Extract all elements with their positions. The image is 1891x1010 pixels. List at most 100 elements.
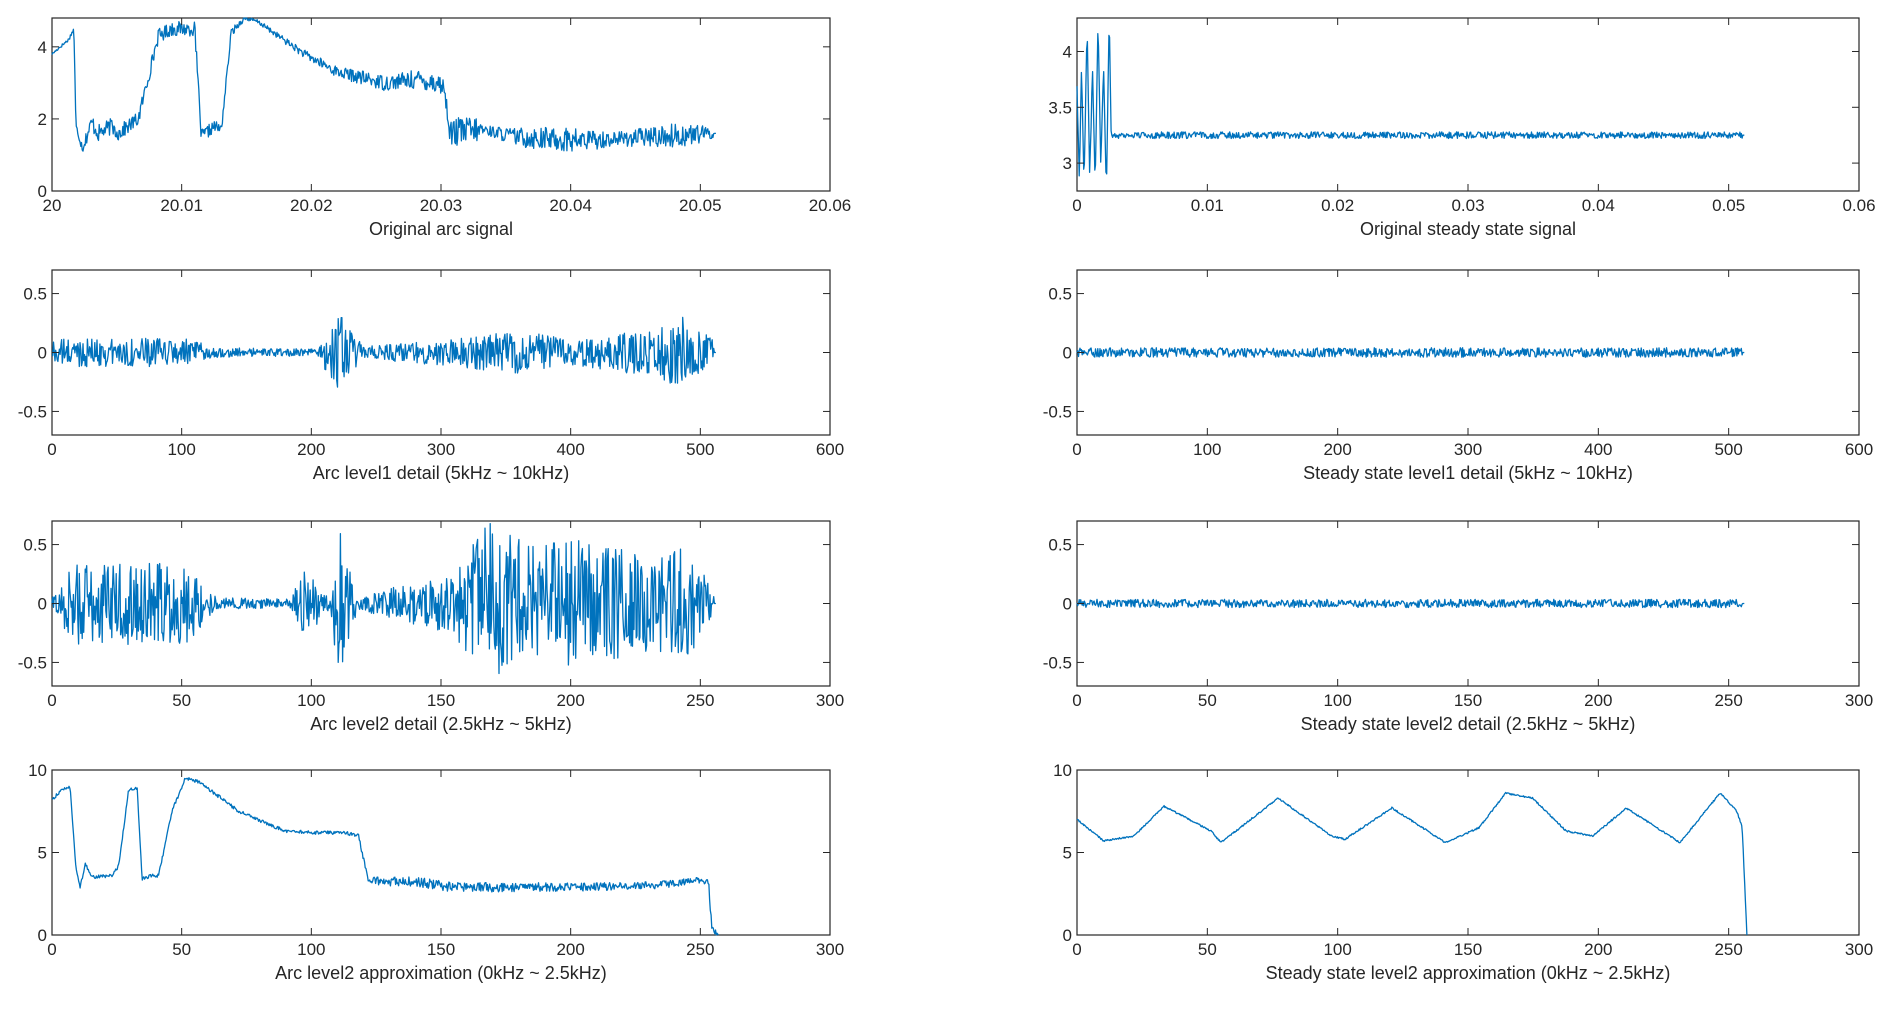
y-tick-label: 0.5 bbox=[23, 285, 47, 304]
x-tick-label: 250 bbox=[686, 940, 714, 959]
axes-frame bbox=[51, 17, 831, 192]
x-tick-label: 0 bbox=[1072, 691, 1081, 710]
x-axis-label: Arc level2 approximation (0kHz ~ 2.5kHz) bbox=[275, 963, 607, 983]
x-tick-label: 600 bbox=[816, 440, 844, 459]
x-tick-label: 100 bbox=[1323, 940, 1351, 959]
x-tick-label: 0.06 bbox=[1842, 196, 1875, 215]
chart-arc-level2: 0 50 100 150 200 250 300-0.500.5 Arc level2 de… bbox=[18, 520, 844, 734]
y-tick-label: 3 bbox=[1063, 154, 1072, 173]
x-tick-label: 600 bbox=[1845, 440, 1873, 459]
series-line bbox=[51, 522, 716, 675]
x-tick-label: 100 bbox=[1193, 440, 1221, 459]
x-axis-label: Arc level2 detail (2.5kHz ~ 5kHz) bbox=[310, 714, 572, 734]
x-tick-label: 0 bbox=[47, 691, 56, 710]
axes-frame bbox=[51, 769, 831, 936]
tick-group: 0 100 200 300 400 500 600-0.500.5 bbox=[18, 270, 844, 459]
tick-group: 20 20.01 20.02 20.03 20.04 20.05 20.06 0 2 4 bbox=[38, 18, 852, 215]
y-tick-label: 4 bbox=[38, 38, 47, 57]
y-tick-label: -0.5 bbox=[1043, 653, 1072, 672]
series-line bbox=[51, 316, 716, 388]
tick-group: 0 0.01 0.02 0.03 0.04 0.05 0.06 3 3.5 4 bbox=[1048, 18, 1876, 215]
x-axis-label: Arc level1 detail (5kHz ~ 10kHz) bbox=[313, 463, 570, 483]
axes-frame bbox=[1076, 769, 1860, 936]
x-axis-label: Original arc signal bbox=[369, 219, 513, 239]
y-tick-label: 0.5 bbox=[1048, 536, 1072, 555]
x-tick-label: 0 bbox=[47, 440, 56, 459]
x-tick-label: 100 bbox=[167, 440, 195, 459]
x-tick-label: 400 bbox=[556, 440, 584, 459]
x-tick-label: 500 bbox=[686, 440, 714, 459]
axes-frame bbox=[1076, 17, 1860, 192]
chart-arc-approx: 0 50 100 150 200 250 300 0 5 10 Arc level2 approx… bbox=[28, 761, 844, 983]
tick-group: 0 50 100 150 200 250 300 0 5 10 bbox=[28, 761, 844, 959]
chart-arc-level1: 0 100 200 300 400 500 600-0.500.5 Arc level1 d… bbox=[18, 269, 844, 483]
x-tick-label: 150 bbox=[427, 940, 455, 959]
y-tick-label: 0 bbox=[1063, 595, 1072, 614]
y-tick-label: 0 bbox=[38, 926, 47, 945]
x-tick-label: 250 bbox=[1714, 940, 1742, 959]
series-line bbox=[1076, 598, 1745, 609]
x-tick-label: 50 bbox=[1198, 940, 1217, 959]
x-tick-label: 300 bbox=[1845, 691, 1873, 710]
series-line bbox=[51, 777, 719, 936]
x-tick-label: 150 bbox=[1454, 691, 1482, 710]
x-tick-label: 200 bbox=[1323, 440, 1351, 459]
chart-steady-level2: 0 50 100 150 200 250 300-0.500.5 Steady state … bbox=[1043, 520, 1873, 734]
series-line bbox=[51, 17, 716, 152]
x-tick-label: 0.02 bbox=[1321, 196, 1354, 215]
x-tick-label: 200 bbox=[556, 691, 584, 710]
y-tick-label: 0 bbox=[38, 344, 47, 363]
x-tick-label: 250 bbox=[686, 691, 714, 710]
x-tick-label: 0.01 bbox=[1191, 196, 1224, 215]
x-tick-label: 20 bbox=[43, 196, 62, 215]
y-tick-label: 0.5 bbox=[23, 536, 47, 555]
x-tick-label: 300 bbox=[1454, 440, 1482, 459]
x-tick-label: 300 bbox=[1845, 940, 1873, 959]
series-line bbox=[1076, 347, 1745, 358]
y-tick-label: 0.5 bbox=[1048, 285, 1072, 304]
x-tick-label: 50 bbox=[172, 940, 191, 959]
y-tick-label: 0 bbox=[1063, 344, 1072, 363]
x-tick-label: 200 bbox=[556, 940, 584, 959]
y-tick-label: 5 bbox=[1063, 844, 1072, 863]
x-axis-label: Steady state level1 detail (5kHz ~ 10kHz… bbox=[1303, 463, 1633, 483]
x-axis-label: Steady state level2 approximation (0kHz … bbox=[1266, 963, 1671, 983]
x-tick-label: 250 bbox=[1714, 691, 1742, 710]
y-tick-label: -0.5 bbox=[1043, 402, 1072, 421]
y-tick-label: 5 bbox=[38, 844, 47, 863]
tick-group: 0 50 100 150 200 250 300-0.500.5 bbox=[18, 521, 844, 710]
x-axis-label: Original steady state signal bbox=[1360, 219, 1576, 239]
x-tick-label: 150 bbox=[427, 691, 455, 710]
x-tick-label: 50 bbox=[172, 691, 191, 710]
x-tick-label: 300 bbox=[816, 691, 844, 710]
y-tick-label: 4 bbox=[1063, 42, 1072, 61]
x-tick-label: 200 bbox=[1584, 691, 1612, 710]
x-tick-label: 100 bbox=[297, 691, 325, 710]
x-tick-label: 0.04 bbox=[1582, 196, 1615, 215]
tick-group: 0 50 100 150 200 250 300-0.500.5 bbox=[1043, 521, 1873, 710]
series-line bbox=[1076, 791, 1748, 936]
x-tick-label: 0 bbox=[1072, 940, 1081, 959]
x-tick-label: 500 bbox=[1714, 440, 1742, 459]
x-tick-label: 20.01 bbox=[160, 196, 203, 215]
x-axis-label: Steady state level2 detail (2.5kHz ~ 5kH… bbox=[1301, 714, 1636, 734]
chart-steady-approx: 0 50 100 150 200 250 300 0 5 10 Steady state leve… bbox=[1053, 761, 1873, 983]
x-tick-label: 100 bbox=[1323, 691, 1351, 710]
x-tick-label: 0 bbox=[47, 940, 56, 959]
tick-group: 0 100 200 300 400 500 600-0.500.5 bbox=[1043, 270, 1873, 459]
y-tick-label: 10 bbox=[1053, 761, 1072, 780]
y-tick-label: 3.5 bbox=[1048, 98, 1072, 117]
x-tick-label: 0 bbox=[1072, 440, 1081, 459]
x-tick-label: 20.03 bbox=[420, 196, 463, 215]
chart-steady-original: 0 0.01 0.02 0.03 0.04 0.05 0.06 3 3.5 4 Original … bbox=[1048, 17, 1876, 239]
x-tick-label: 200 bbox=[297, 440, 325, 459]
x-tick-label: 0.03 bbox=[1451, 196, 1484, 215]
x-tick-label: 20.06 bbox=[809, 196, 852, 215]
y-tick-label: 2 bbox=[38, 110, 47, 129]
tick-group: 0 50 100 150 200 250 300 0 5 10 bbox=[1053, 761, 1873, 959]
x-tick-label: 150 bbox=[1454, 940, 1482, 959]
x-tick-label: 0.05 bbox=[1712, 196, 1745, 215]
x-tick-label: 0 bbox=[1072, 196, 1081, 215]
x-tick-label: 400 bbox=[1584, 440, 1612, 459]
x-tick-label: 50 bbox=[1198, 691, 1217, 710]
